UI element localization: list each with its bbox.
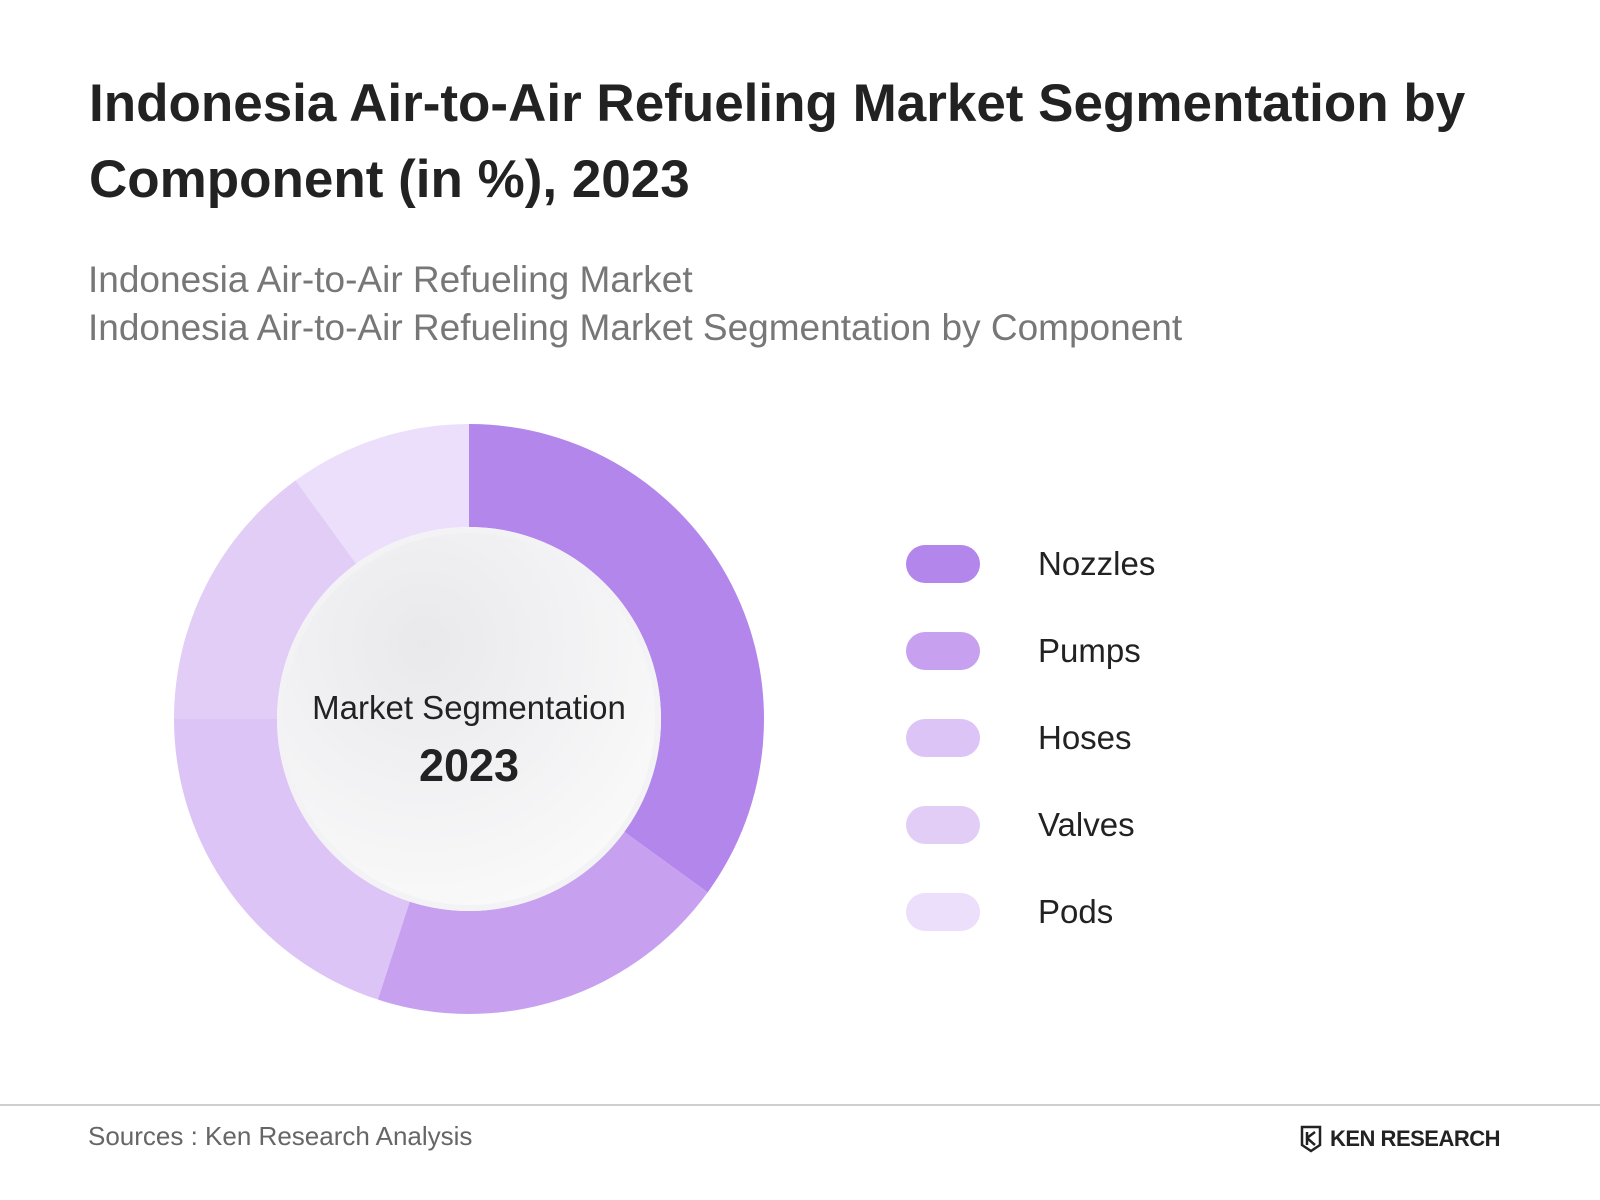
slice-valves [174, 480, 357, 719]
chart-title: Indonesia Air-to-Air Refueling Market Se… [89, 74, 1466, 209]
legend-item-hoses: Hoses [906, 694, 1326, 781]
legend-swatch [906, 805, 980, 844]
legend-item-pods: Pods [906, 868, 1326, 955]
slice-pumps [377, 831, 708, 1014]
legend-swatch [906, 631, 980, 670]
legend-item-valves: Valves [906, 781, 1326, 868]
legend-label: Valves [1038, 805, 1135, 843]
legend-label: Hoses [1038, 718, 1132, 756]
center-label: Market Segmentation [312, 689, 626, 726]
legend-label: Nozzles [1038, 544, 1156, 582]
legend-label: Pumps [1038, 631, 1141, 669]
donut-center-disc [283, 533, 655, 905]
chart-legend: Nozzles Pumps Hoses Valves Pods [906, 520, 1326, 955]
subtitle-line-segmentation: Indonesia Air-to-Air Refueling Market Se… [88, 307, 1183, 348]
source-note: Sources : Ken Research Analysis [88, 1121, 473, 1151]
legend-swatch [906, 544, 980, 583]
brand-logo: KEN RESEARCH [1300, 1124, 1501, 1154]
center-year: 2023 [419, 740, 519, 791]
legend-item-pumps: Pumps [906, 607, 1326, 694]
chart-subtitle: Indonesia Air-to-Air Refueling Market In… [88, 256, 1488, 352]
subtitle-line-market: Indonesia Air-to-Air Refueling Market [88, 259, 693, 300]
legend-swatch [906, 892, 980, 931]
slice-pods [295, 424, 469, 564]
footer-divider [0, 1104, 1600, 1106]
slice-hoses [174, 719, 410, 1000]
brand-name: KEN RESEARCH [1330, 1126, 1501, 1151]
slice-nozzles [469, 424, 764, 893]
ken-research-logo-icon [1300, 1125, 1322, 1153]
donut-slices [174, 424, 764, 1014]
legend-label: Pods [1038, 892, 1114, 930]
legend-item-nozzles: Nozzles [906, 520, 1326, 607]
legend-swatch [906, 718, 980, 757]
